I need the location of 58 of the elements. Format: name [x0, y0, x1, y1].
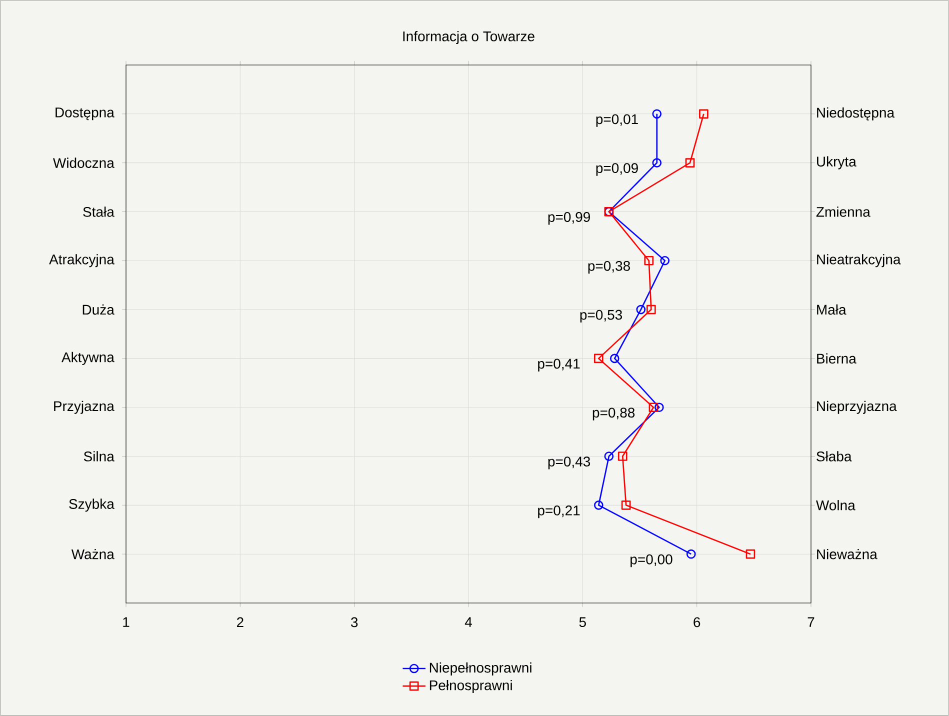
y-tick-label: Aktywna — [62, 352, 114, 365]
point — [660, 256, 670, 266]
y-tick-label: Szybka — [69, 498, 114, 512]
point — [618, 452, 628, 461]
y2-tick-label: Słaba — [816, 451, 852, 462]
point — [686, 549, 696, 559]
point — [644, 256, 654, 266]
chart-title: Informacja o Towarze — [403, 31, 534, 44]
point — [648, 402, 658, 412]
point — [746, 549, 756, 559]
x-tick-label: 3 — [350, 617, 358, 628]
point — [604, 452, 614, 461]
y-tick-label: Stała — [83, 206, 114, 217]
y2-tick-label: Nieważna — [817, 548, 878, 560]
x-tick-label: 2 — [236, 617, 244, 628]
point — [654, 402, 664, 412]
annotation: p=0,41 — [538, 358, 580, 372]
y-tick-label: Dostępna — [56, 108, 114, 120]
y-tick-label: Atrakcyjna — [49, 254, 114, 268]
x-tick-label: 6 — [694, 617, 700, 628]
y-tick-label: Przyjazna — [54, 400, 114, 414]
point — [610, 354, 620, 364]
legend-label: Pełnosprawni — [430, 680, 512, 694]
point — [636, 304, 646, 314]
point — [699, 109, 708, 119]
x-tick-label: 1 — [123, 617, 130, 627]
y2-tick-label: Nieatrakcyjna — [817, 254, 901, 268]
y2-tick-label: Nieprzyjazna — [817, 400, 897, 414]
y-tick-label: Duża — [82, 304, 114, 315]
y-tick-label: Widoczna — [53, 158, 114, 168]
annotation: p=0,09 — [596, 163, 638, 176]
y-tick-label: Silna — [84, 451, 114, 462]
annotation: p=0,53 — [580, 310, 622, 323]
y2-tick-label: Wolna — [816, 500, 856, 510]
y2-tick-label: Ukryta — [817, 156, 856, 170]
x-tick-label: 4 — [464, 617, 472, 627]
legend-label: Niepełnosprawni — [430, 662, 532, 676]
point — [685, 158, 695, 168]
annotation: p=0,01 — [596, 114, 638, 127]
point — [594, 354, 604, 364]
x-tick-label: 5 — [579, 617, 586, 628]
annotation: p=0,21 — [538, 506, 580, 518]
y2-tick-label: Mała — [817, 304, 846, 315]
annotation: p=0,43 — [548, 456, 590, 470]
y2-tick-label: Niedostępna — [817, 107, 895, 120]
x-tick-label: 7 — [808, 617, 814, 627]
y2-tick-label: Bierna — [817, 353, 856, 364]
point — [621, 500, 631, 510]
y-tick-label: Ważna — [71, 548, 114, 560]
annotation: p=0,99 — [548, 212, 590, 225]
point — [652, 109, 662, 119]
point — [594, 500, 604, 510]
annotation: p=0,38 — [588, 260, 630, 274]
point — [652, 158, 662, 168]
annotation: p=0,00 — [630, 554, 672, 568]
y2-tick-label: Zmienna — [816, 206, 870, 217]
point — [646, 304, 656, 314]
annotation: p=0,88 — [592, 408, 635, 420]
